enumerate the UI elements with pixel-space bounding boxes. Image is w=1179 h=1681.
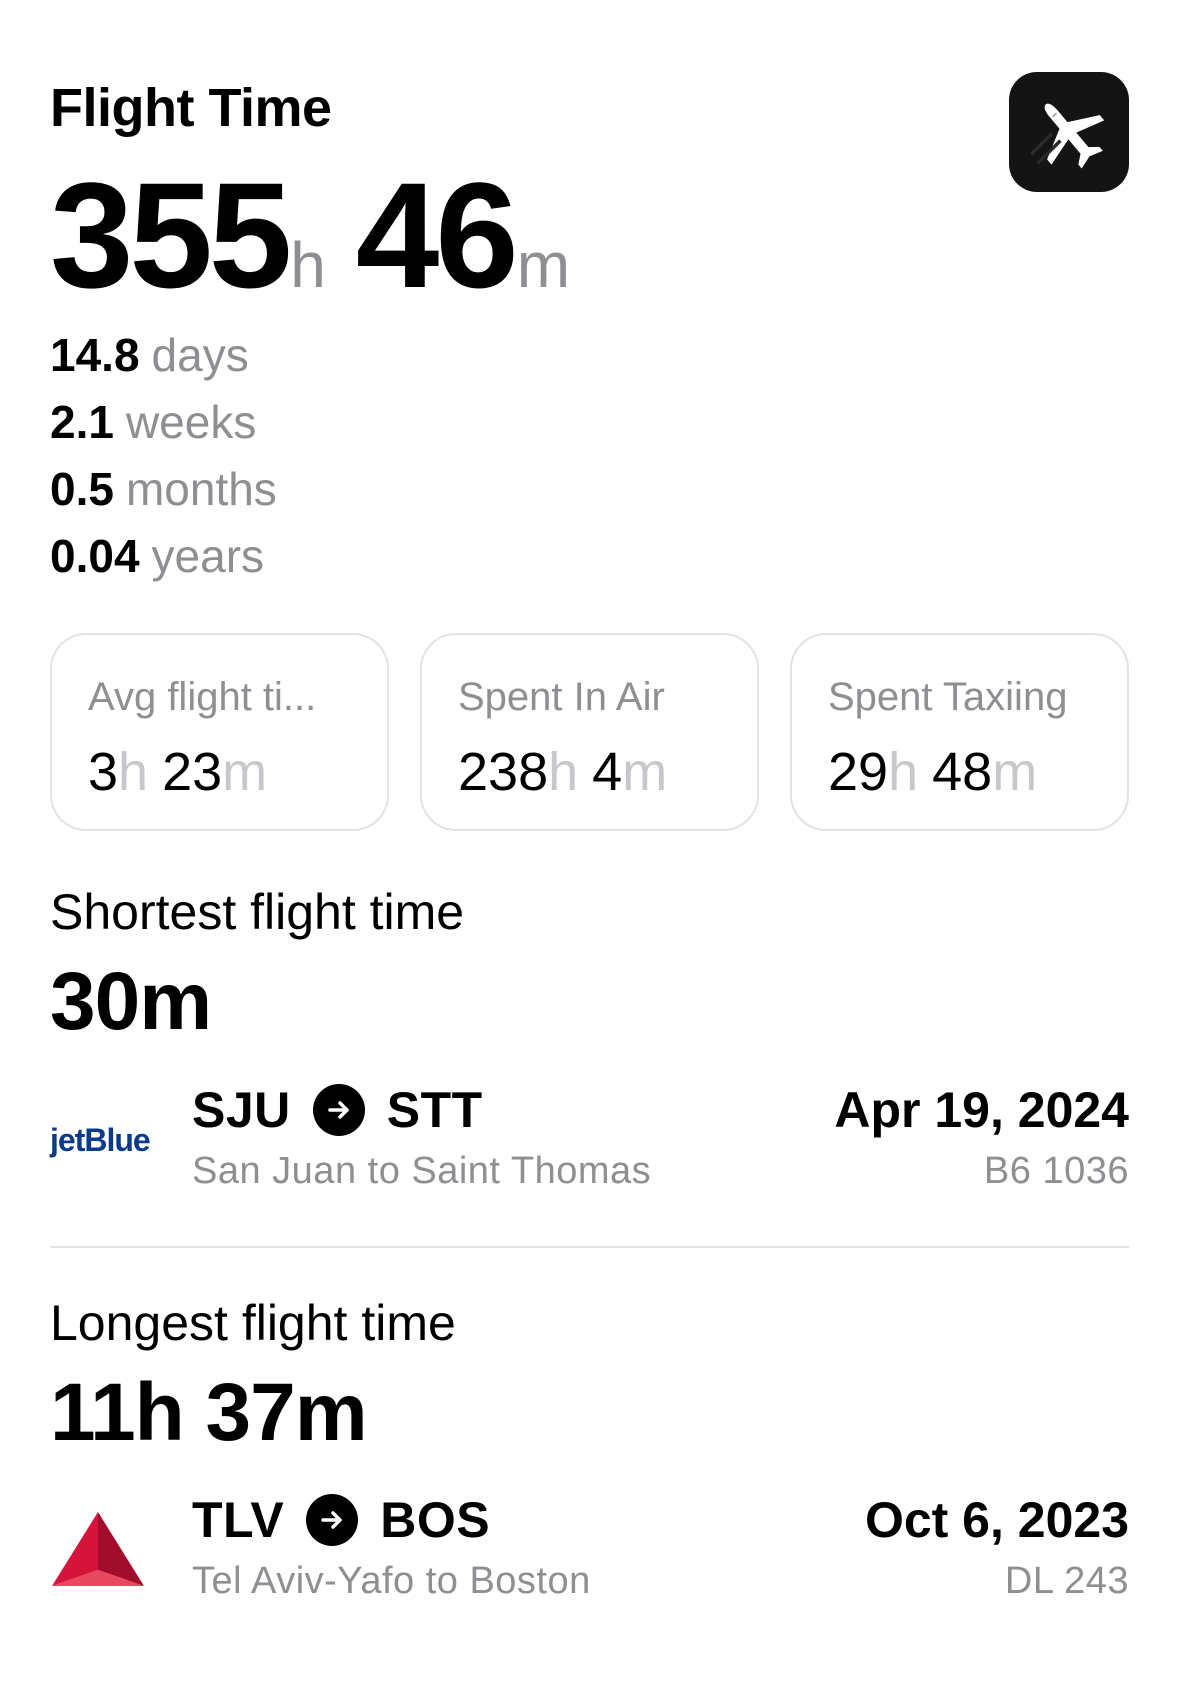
- card-hours-unit: h: [548, 742, 578, 802]
- card-label: Spent Taxiing: [828, 673, 1127, 721]
- arrow-right-icon: [306, 1494, 358, 1546]
- divider: [50, 1246, 1129, 1248]
- total-flight-time: 355 h 46 m: [50, 160, 570, 310]
- shortest-flight-label: Shortest flight time: [50, 883, 1129, 941]
- route-description: Tel Aviv-Yafo to Boston: [192, 1560, 591, 1603]
- route-description: San Juan to Saint Thomas: [192, 1150, 651, 1193]
- card-hours: 29: [828, 742, 888, 802]
- conversion-unit: months: [126, 463, 277, 515]
- card-value: 3h 23m: [88, 743, 387, 801]
- destination-code: STT: [387, 1081, 483, 1139]
- stat-cards: Avg flight ti... 3h 23m Spent In Air 238h…: [50, 633, 1129, 831]
- card-hours-unit: h: [888, 742, 918, 802]
- shortest-flight-value: 30m: [50, 959, 1129, 1045]
- card-label: Spent In Air: [458, 673, 757, 721]
- conversion-years: 0.04 years: [50, 523, 277, 590]
- conversion-months: 0.5 months: [50, 456, 277, 523]
- jetblue-logo: jetBlue: [50, 1080, 150, 1200]
- card-minutes: 48: [932, 742, 992, 802]
- conversion-value: 0.5: [50, 463, 114, 515]
- total-hours-unit: h: [290, 233, 326, 297]
- route: SJU STT: [192, 1080, 483, 1140]
- card-minutes: 4: [592, 742, 622, 802]
- longest-flight-row[interactable]: TLV BOS Tel Aviv-Yafo to Boston Oct 6, 2…: [50, 1490, 1129, 1610]
- card-minutes-unit: m: [622, 742, 667, 802]
- card-minutes-unit: m: [222, 742, 267, 802]
- conversion-value: 2.1: [50, 396, 114, 448]
- conversion-days: 14.8 days: [50, 322, 277, 389]
- card-hours-unit: h: [118, 742, 148, 802]
- airline-name: jetBlue: [50, 1122, 150, 1159]
- total-minutes-unit: m: [517, 233, 570, 297]
- origin-code: TLV: [192, 1491, 284, 1549]
- card-minutes: 23: [162, 742, 222, 802]
- destination-code: BOS: [380, 1491, 490, 1549]
- flight-date: Oct 6, 2023: [865, 1490, 1129, 1550]
- conversion-value: 0.04: [50, 530, 140, 582]
- card-hours: 3: [88, 742, 118, 802]
- total-minutes: 46: [356, 160, 515, 310]
- card-hours: 238: [458, 742, 548, 802]
- card-spent-in-air[interactable]: Spent In Air 238h 4m: [420, 633, 759, 831]
- page-title: Flight Time: [50, 78, 1129, 138]
- flight-number: B6 1036: [984, 1150, 1129, 1193]
- total-hours: 355: [50, 160, 288, 310]
- arrow-right-icon: [313, 1084, 365, 1136]
- card-value: 238h 4m: [458, 743, 757, 801]
- shortest-flight-section: Shortest flight time 30m: [50, 883, 1129, 1045]
- header: Flight Time: [50, 78, 1129, 138]
- longest-flight-label: Longest flight time: [50, 1294, 1129, 1352]
- flight-date: Apr 19, 2024: [834, 1080, 1129, 1140]
- flight-time-page: Flight Time 355 h 46 m 14.8 days 2.1 weeks…: [50, 0, 1129, 1681]
- time-conversions: 14.8 days 2.1 weeks 0.5 months 0.04 years: [50, 322, 277, 590]
- delta-logo-icon: [50, 1490, 150, 1610]
- app-icon[interactable]: [1009, 72, 1129, 192]
- origin-code: SJU: [192, 1081, 291, 1139]
- airplane-icon: [1026, 89, 1112, 175]
- conversion-unit: days: [152, 329, 249, 381]
- card-avg-flight-time[interactable]: Avg flight ti... 3h 23m: [50, 633, 389, 831]
- route: TLV BOS: [192, 1490, 490, 1550]
- card-spent-taxiing[interactable]: Spent Taxiing 29h 48m: [790, 633, 1129, 831]
- card-label: Avg flight ti...: [88, 673, 387, 721]
- conversion-unit: years: [152, 530, 264, 582]
- card-minutes-unit: m: [992, 742, 1037, 802]
- card-value: 29h 48m: [828, 743, 1127, 801]
- shortest-flight-row[interactable]: jetBlue SJU STT San Juan to Saint Thomas…: [50, 1080, 1129, 1200]
- longest-flight-value: 11h 37m: [50, 1370, 1129, 1456]
- conversion-weeks: 2.1 weeks: [50, 389, 277, 456]
- conversion-value: 14.8: [50, 329, 140, 381]
- longest-flight-section: Longest flight time 11h 37m: [50, 1294, 1129, 1456]
- conversion-unit: weeks: [126, 396, 256, 448]
- flight-number: DL 243: [1005, 1560, 1129, 1603]
